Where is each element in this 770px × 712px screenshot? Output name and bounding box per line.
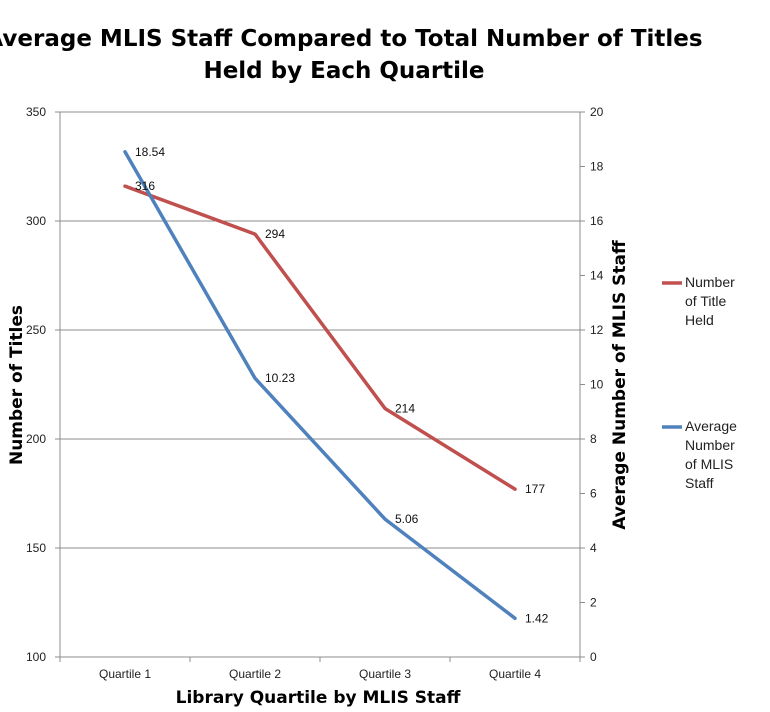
right-axis-ticks: 0 2 4 6 8 10 12 14 16 18 20 <box>580 105 604 664</box>
legend: Number of Title Held Average Number of MLIS St… <box>662 274 737 491</box>
y-left-tick-label: 250 <box>26 323 46 337</box>
legend-label: Held <box>685 312 714 328</box>
y-right-tick-label: 4 <box>590 541 597 555</box>
data-label: 294 <box>265 227 285 241</box>
gridlines <box>60 111 580 658</box>
data-label: 316 <box>135 179 155 193</box>
legend-label: Average <box>685 418 737 434</box>
x-tick-label: Quartile 1 <box>99 667 151 681</box>
chart-title-line-2: Held by Each Quartile <box>203 58 484 84</box>
x-axis-title: Library Quartile by MLIS Staff <box>176 688 461 708</box>
legend-label: of MLIS <box>685 456 733 472</box>
legend-label: Staff <box>685 475 714 491</box>
y-left-tick-label: 150 <box>26 541 46 555</box>
legend-label: Number <box>685 274 735 290</box>
y-left-tick-label: 200 <box>26 432 46 446</box>
axes <box>59 112 581 658</box>
y-axis-left-title: Number of Titles <box>7 305 27 465</box>
chart-title-line-1: Average MLIS Staff Compared to Total Num… <box>0 26 703 52</box>
x-tick-label: Quartile 2 <box>229 667 281 681</box>
data-label: 177 <box>525 482 545 496</box>
y-axis-right-title: Average Number of MLIS Staff <box>610 240 630 530</box>
y-right-tick-label: 20 <box>590 105 604 119</box>
data-labels: 316 294 214 177 18.54 10.23 5.06 1.42 <box>135 145 549 626</box>
y-right-tick-label: 6 <box>590 487 597 501</box>
left-axis-ticks: 100 150 200 250 300 350 <box>26 105 60 664</box>
legend-label: of Title <box>685 293 726 309</box>
y-right-tick-label: 2 <box>590 596 597 610</box>
legend-label: Number <box>685 437 735 453</box>
y-right-tick-label: 14 <box>590 269 604 283</box>
series-line-mlis-staff <box>123 150 517 621</box>
series-line-titles-held <box>123 184 517 491</box>
y-right-tick-label: 10 <box>590 378 604 392</box>
y-left-tick-label: 100 <box>26 650 46 664</box>
x-tick-label: Quartile 4 <box>489 667 541 681</box>
data-label: 1.42 <box>525 611 549 625</box>
y-left-tick-label: 350 <box>26 105 46 119</box>
y-right-tick-label: 16 <box>590 214 604 228</box>
data-label: 10.23 <box>265 371 295 385</box>
data-label: 18.54 <box>135 145 165 159</box>
series-lines <box>123 150 517 621</box>
y-left-tick-label: 300 <box>26 214 46 228</box>
data-label: 5.06 <box>395 512 419 526</box>
x-axis-ticks: Quartile 1 Quartile 2 Quartile 3 Quartile 4 <box>59 657 581 681</box>
y-right-tick-label: 12 <box>590 323 604 337</box>
y-right-tick-label: 18 <box>590 160 604 174</box>
y-right-tick-label: 8 <box>590 432 597 446</box>
y-right-tick-label: 0 <box>590 650 597 664</box>
data-label: 214 <box>395 401 415 415</box>
x-tick-label: Quartile 3 <box>359 667 411 681</box>
